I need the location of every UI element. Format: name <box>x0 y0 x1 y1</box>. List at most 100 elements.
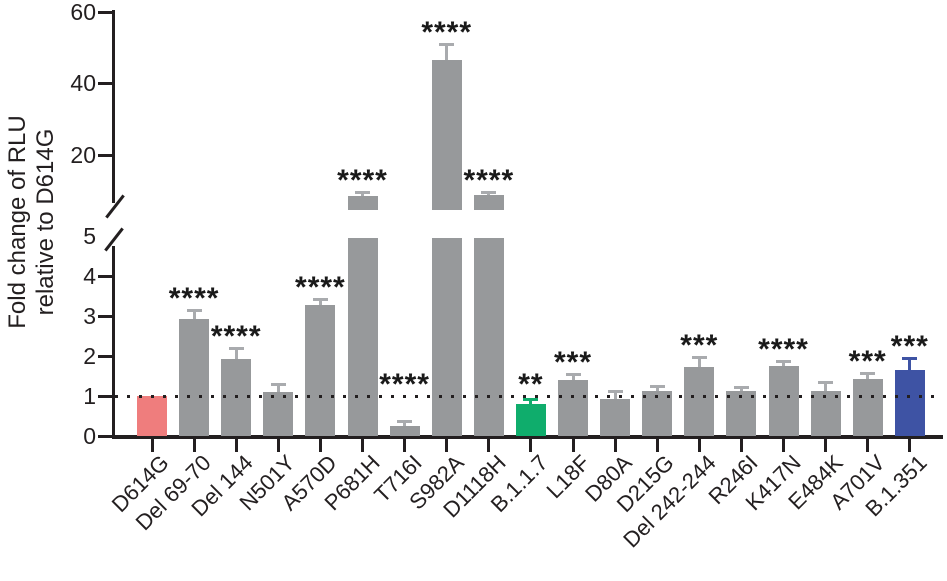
error-cap-T716I <box>397 420 413 424</box>
y-tick-label-0: 0 <box>83 423 96 449</box>
significance-stars-A570D: **** <box>295 271 346 305</box>
error-cap-A701V <box>860 371 876 375</box>
x-tick-mark-D80A <box>613 439 617 452</box>
x-tick-mark-Del 69-70 <box>192 439 196 452</box>
bar-S982A-upper <box>431 60 462 210</box>
error-cap-Del 144 <box>228 346 244 350</box>
y-axis-line-lower <box>112 246 115 439</box>
x-tick-mark-Del 144 <box>234 439 238 452</box>
bar-T716I <box>389 426 420 436</box>
error-cap-B.1.1.7 <box>523 397 539 401</box>
significance-stars-B.1.351: *** <box>890 330 929 363</box>
significance-stars-S982A: **** <box>421 16 473 50</box>
bar-K417N <box>768 366 799 436</box>
error-bar-B.1.1.7 <box>529 398 533 404</box>
significance-stars-Del 69-70: **** <box>168 281 220 315</box>
bar-D614G <box>137 396 167 436</box>
significance-stars-P681H: **** <box>337 163 388 197</box>
error-bar-T716I <box>403 421 407 426</box>
bar-D1118H-upper <box>473 195 504 210</box>
y-tick-label-4: 4 <box>83 263 96 289</box>
y-tick-mark-3 <box>98 315 112 318</box>
y-tick-label-2: 2 <box>83 343 96 369</box>
error-cap-D1118H <box>481 190 497 194</box>
bar-R246I <box>726 391 757 436</box>
reference-line <box>115 395 943 398</box>
x-tick-mark-Del 242-244 <box>697 439 701 452</box>
bar-L18F <box>558 380 588 436</box>
bar-N501Y <box>263 392 294 436</box>
y-tick-label-5: 5 <box>83 223 96 249</box>
error-bar-K417N <box>782 361 785 366</box>
error-bar-A570D <box>318 299 322 305</box>
y-tick-mark-2 <box>98 355 112 358</box>
y-tick-mark-20 <box>98 153 112 157</box>
error-bar-S982A <box>445 44 449 61</box>
error-bar-A701V <box>866 372 870 380</box>
significance-stars-D1118H: **** <box>463 163 515 197</box>
error-cap-Del 69-70 <box>186 308 202 312</box>
y-tick-label-60: 60 <box>70 0 96 25</box>
x-tick-mark-B.1.1.7 <box>529 439 533 452</box>
error-cap-Del 242-244 <box>691 355 707 359</box>
bar-D215G <box>642 391 673 436</box>
error-bar-Del 144 <box>234 347 238 359</box>
y-tick-label-40: 40 <box>70 70 96 97</box>
bar-Del 242-244 <box>684 366 715 436</box>
x-tick-mark-P681H <box>361 439 364 452</box>
bar-B.1.1.7 <box>515 404 546 436</box>
y-axis-line-upper <box>112 10 115 203</box>
x-tick-mark-A570D <box>318 439 322 452</box>
error-bar-Del 242-244 <box>697 356 701 367</box>
significance-stars-Del 242-244: *** <box>680 328 719 362</box>
bar-E484K <box>810 391 841 436</box>
significance-stars-A701V: *** <box>848 344 887 378</box>
error-bar-D215G <box>655 385 659 392</box>
error-bar-N501Y <box>276 384 280 392</box>
significance-stars-K417N: **** <box>758 333 809 367</box>
x-tick-mark-S982A <box>445 439 449 452</box>
bar-P681H-lower <box>347 238 378 436</box>
error-bar-B.1.351 <box>908 358 912 370</box>
y-tick-mark-4 <box>98 275 112 278</box>
error-cap-D80A <box>607 390 623 394</box>
error-cap-R246I <box>733 385 749 389</box>
y-tick-label-20: 20 <box>70 141 96 168</box>
error-bar-E484K <box>824 381 828 392</box>
y-tick-label-3: 3 <box>83 303 96 329</box>
significance-stars-B.1.1.7: ** <box>518 368 544 401</box>
bar-Del 69-70 <box>179 318 210 436</box>
error-cap-A570D <box>312 298 328 302</box>
bar-P681H-upper <box>347 195 378 210</box>
x-axis-line <box>112 435 943 439</box>
significance-stars-L18F: *** <box>553 346 593 379</box>
bar-A701V <box>852 379 883 436</box>
y-tick-mark-40 <box>98 82 112 86</box>
error-cap-E484K <box>818 380 834 384</box>
x-tick-mark-R246I <box>739 439 743 452</box>
error-cap-D215G <box>649 384 665 388</box>
axis-break-slash-upper <box>105 194 125 219</box>
bar-D1118H-lower <box>473 238 504 436</box>
x-tick-mark-E484K <box>824 439 828 452</box>
x-tick-mark-K417N <box>782 439 785 452</box>
error-cap-B.1.351 <box>902 357 918 360</box>
significance-stars-Del 144: **** <box>210 319 262 353</box>
bar-D80A <box>600 399 631 436</box>
error-cap-K417N <box>776 360 791 364</box>
error-bar-Del 69-70 <box>192 309 196 319</box>
x-tick-mark-D614G <box>150 439 154 452</box>
bar-A570D <box>305 304 336 436</box>
error-bar-L18F <box>571 374 575 380</box>
x-tick-mark-N501Y <box>276 439 280 452</box>
error-bar-R246I <box>739 386 743 392</box>
x-tick-mark-D215G <box>655 439 659 452</box>
error-cap-P681H <box>355 190 370 194</box>
y-tick-mark-0 <box>98 435 112 438</box>
error-cap-L18F <box>565 373 581 376</box>
x-tick-mark-L18F <box>571 439 575 452</box>
bar-B.1.351 <box>894 370 925 436</box>
significance-stars-T716I: **** <box>379 368 430 401</box>
